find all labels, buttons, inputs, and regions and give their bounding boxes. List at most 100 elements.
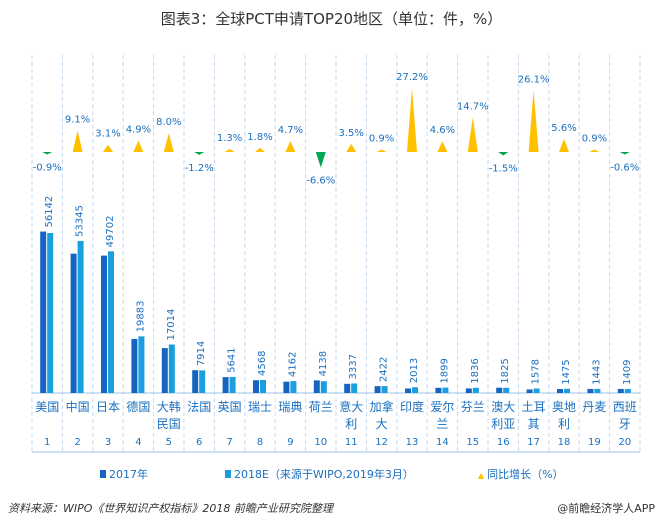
legend-swatch (225, 470, 231, 478)
bar-2017 (587, 388, 594, 393)
rank-label: 6 (196, 437, 202, 448)
bar-2018e (412, 387, 418, 393)
bar-2017 (617, 388, 624, 393)
bar-2017 (131, 338, 138, 393)
category-label: 牙 (619, 417, 631, 431)
bar-2018e (381, 386, 388, 393)
bar-2017 (496, 387, 503, 393)
category-label: 日本 (96, 400, 120, 414)
category-label: 西班 (613, 400, 637, 414)
bar-2018e (199, 370, 206, 393)
category-label: 利 (558, 417, 570, 431)
growth-triangle-up (407, 88, 417, 152)
legend-label: 同比增长（%） (487, 468, 564, 481)
growth-label: 5.6% (551, 123, 576, 134)
rank-label: 14 (436, 437, 449, 448)
growth-label: 3.1% (95, 129, 120, 140)
category-label: 美国 (35, 400, 59, 414)
value-label: 1443 (591, 359, 602, 384)
rank-label: 1 (44, 437, 50, 448)
legend-2018e: 2018E（来源于WIPO,2019年3月） (225, 466, 414, 482)
rank-label: 5 (166, 437, 172, 448)
category-label: 其 (528, 417, 540, 431)
value-label: 1578 (531, 359, 542, 384)
growth-label: 4.7% (278, 125, 303, 136)
rank-label: 11 (345, 437, 358, 448)
value-label: 17014 (166, 309, 177, 341)
value-label: 1475 (561, 359, 572, 384)
growth-label: 9.1% (65, 115, 90, 126)
rank-label: 20 (618, 437, 631, 448)
rank-label: 15 (466, 437, 479, 448)
bar-2017 (161, 348, 168, 393)
category-label: 英国 (218, 400, 242, 414)
value-label: 49702 (105, 216, 116, 248)
category-label: 加拿 (370, 399, 394, 414)
bar-2017 (557, 389, 563, 393)
rank-label: 9 (287, 437, 293, 448)
category-label: 大韩 (157, 399, 181, 414)
rank-label: 18 (558, 437, 571, 448)
bar-2018e (290, 381, 297, 393)
bar-2017 (222, 377, 229, 393)
value-label: 53345 (75, 205, 86, 237)
bar-2018e (442, 387, 449, 393)
legend-label: 2018E（来源于WIPO,2019年3月） (234, 468, 414, 481)
legend-growth: ▲ 同比增长（%） (478, 466, 564, 482)
growth-triangle-up (528, 90, 539, 152)
value-label: 1899 (439, 358, 450, 383)
growth-triangle-up (224, 148, 235, 152)
bar-2017 (526, 389, 533, 393)
chart-title: 图表3：全球PCT申请TOP20地区（单位：件，%） (160, 10, 503, 28)
rank-label: 2 (74, 437, 80, 448)
rank-label: 16 (497, 437, 510, 448)
bar-2018e (108, 251, 114, 393)
legend-label: 2017年 (109, 468, 148, 481)
bar-2017 (465, 388, 472, 393)
category-label: 土耳 (522, 400, 546, 414)
growth-triangle-down (315, 152, 326, 168)
growth-label: -0.9% (33, 163, 62, 174)
growth-label: 1.3% (217, 133, 242, 144)
bar-2018e (351, 383, 358, 393)
category-label: 法国 (187, 400, 211, 414)
category-label: 利亚 (491, 417, 515, 431)
growth-triangle-up (103, 144, 113, 152)
value-label: 4568 (257, 351, 268, 376)
growth-triangle-down (498, 152, 509, 156)
growth-label: 27.2% (396, 72, 428, 83)
bar-2018e (47, 233, 54, 393)
category-label: 中国 (66, 399, 90, 414)
growth-triangle-down (619, 152, 630, 155)
value-label: 5641 (227, 347, 238, 372)
growth-label: 3.5% (338, 128, 363, 139)
category-label: 民国 (157, 417, 181, 431)
category-label: 丹麦 (582, 400, 606, 414)
rank-label: 7 (226, 437, 232, 448)
growth-triangle-up (163, 133, 174, 152)
bar-2018e (320, 381, 327, 393)
bar-2017 (40, 231, 47, 393)
category-label: 瑞典 (278, 400, 302, 414)
value-label: 2013 (409, 358, 420, 383)
growth-label: 8.0% (156, 117, 181, 128)
rank-label: 4 (135, 437, 141, 448)
growth-triangle-up (285, 140, 296, 152)
value-label: 3337 (348, 354, 359, 379)
bar-2017 (253, 380, 259, 393)
growth-label: 0.9% (369, 134, 394, 145)
growth-triangle-up (346, 143, 357, 152)
category-label: 兰 (436, 417, 448, 431)
bar-2017 (374, 386, 381, 393)
value-label: 7914 (196, 341, 207, 366)
growth-label: 0.9% (582, 134, 607, 145)
category-label: 德国 (126, 399, 150, 414)
bar-2018e (533, 388, 540, 393)
category-label: 荷兰 (309, 400, 333, 414)
bar-2017 (344, 383, 351, 393)
growth-triangle-up (255, 147, 265, 152)
bar-2018e (472, 387, 479, 393)
legend-2017: 2017年 (100, 466, 148, 482)
